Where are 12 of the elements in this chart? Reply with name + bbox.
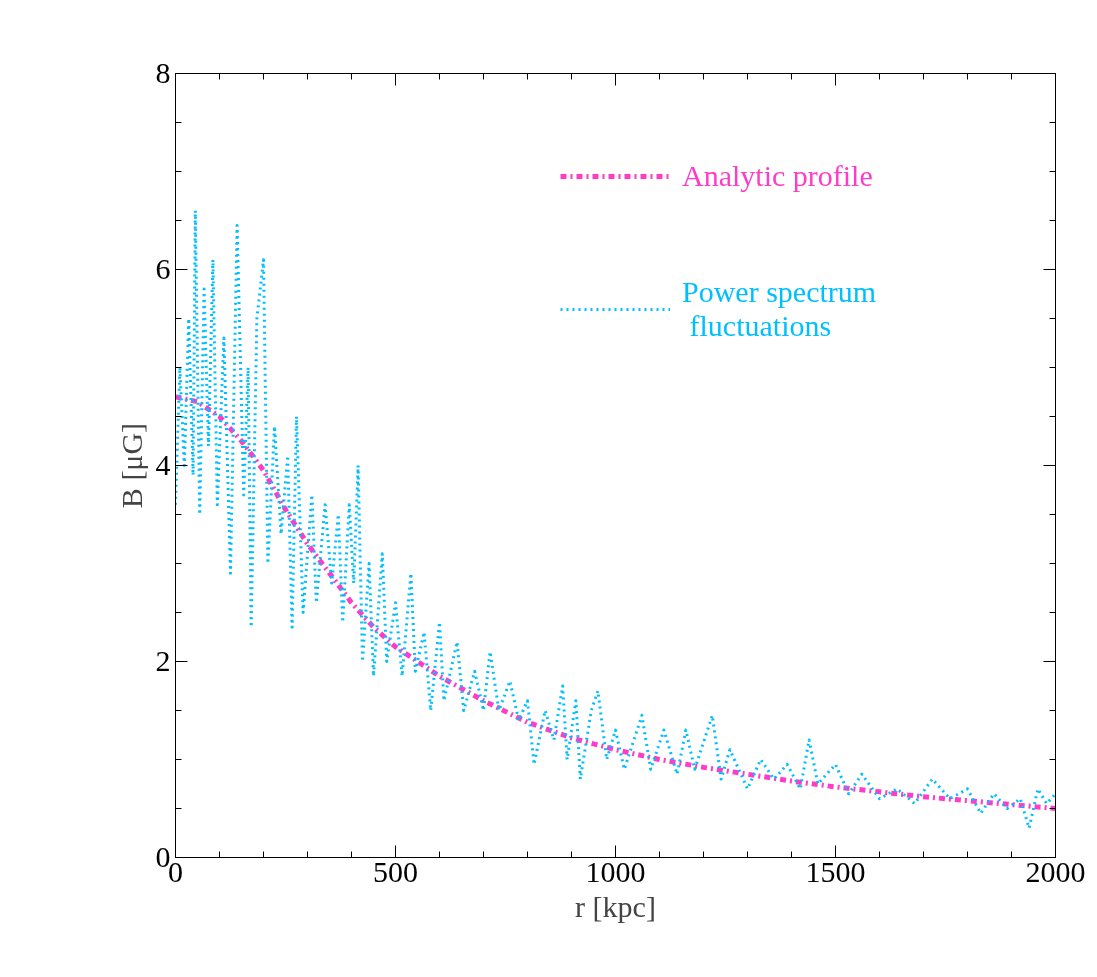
legend-label: Analytic profile	[682, 159, 873, 193]
y-tick-label: 8	[155, 56, 171, 89]
x-tick-label: 500	[373, 854, 418, 888]
y-tick-label: 6	[155, 252, 171, 285]
y-axis-title: B [μG]	[114, 422, 148, 509]
y-tick-label: 4	[155, 448, 171, 481]
legend-label: Power spectrum fluctuations	[682, 275, 877, 343]
x-tick-label: 1000	[585, 854, 646, 888]
x-tick-label: 1500	[805, 854, 866, 888]
x-axis-title: r [kpc]	[575, 889, 656, 923]
y-tick-label: 2	[155, 644, 171, 677]
x-tick-label: 2000	[1025, 854, 1086, 888]
